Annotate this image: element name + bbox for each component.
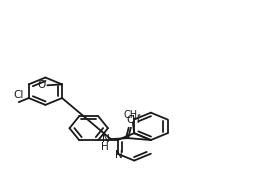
Text: N: N: [102, 134, 109, 144]
Text: H: H: [132, 115, 140, 125]
Text: N: N: [115, 150, 123, 160]
Text: O: O: [127, 115, 135, 125]
Text: Cl: Cl: [14, 90, 24, 100]
Text: CH₃: CH₃: [124, 110, 142, 120]
Text: O: O: [38, 80, 46, 90]
Text: H: H: [101, 142, 109, 153]
